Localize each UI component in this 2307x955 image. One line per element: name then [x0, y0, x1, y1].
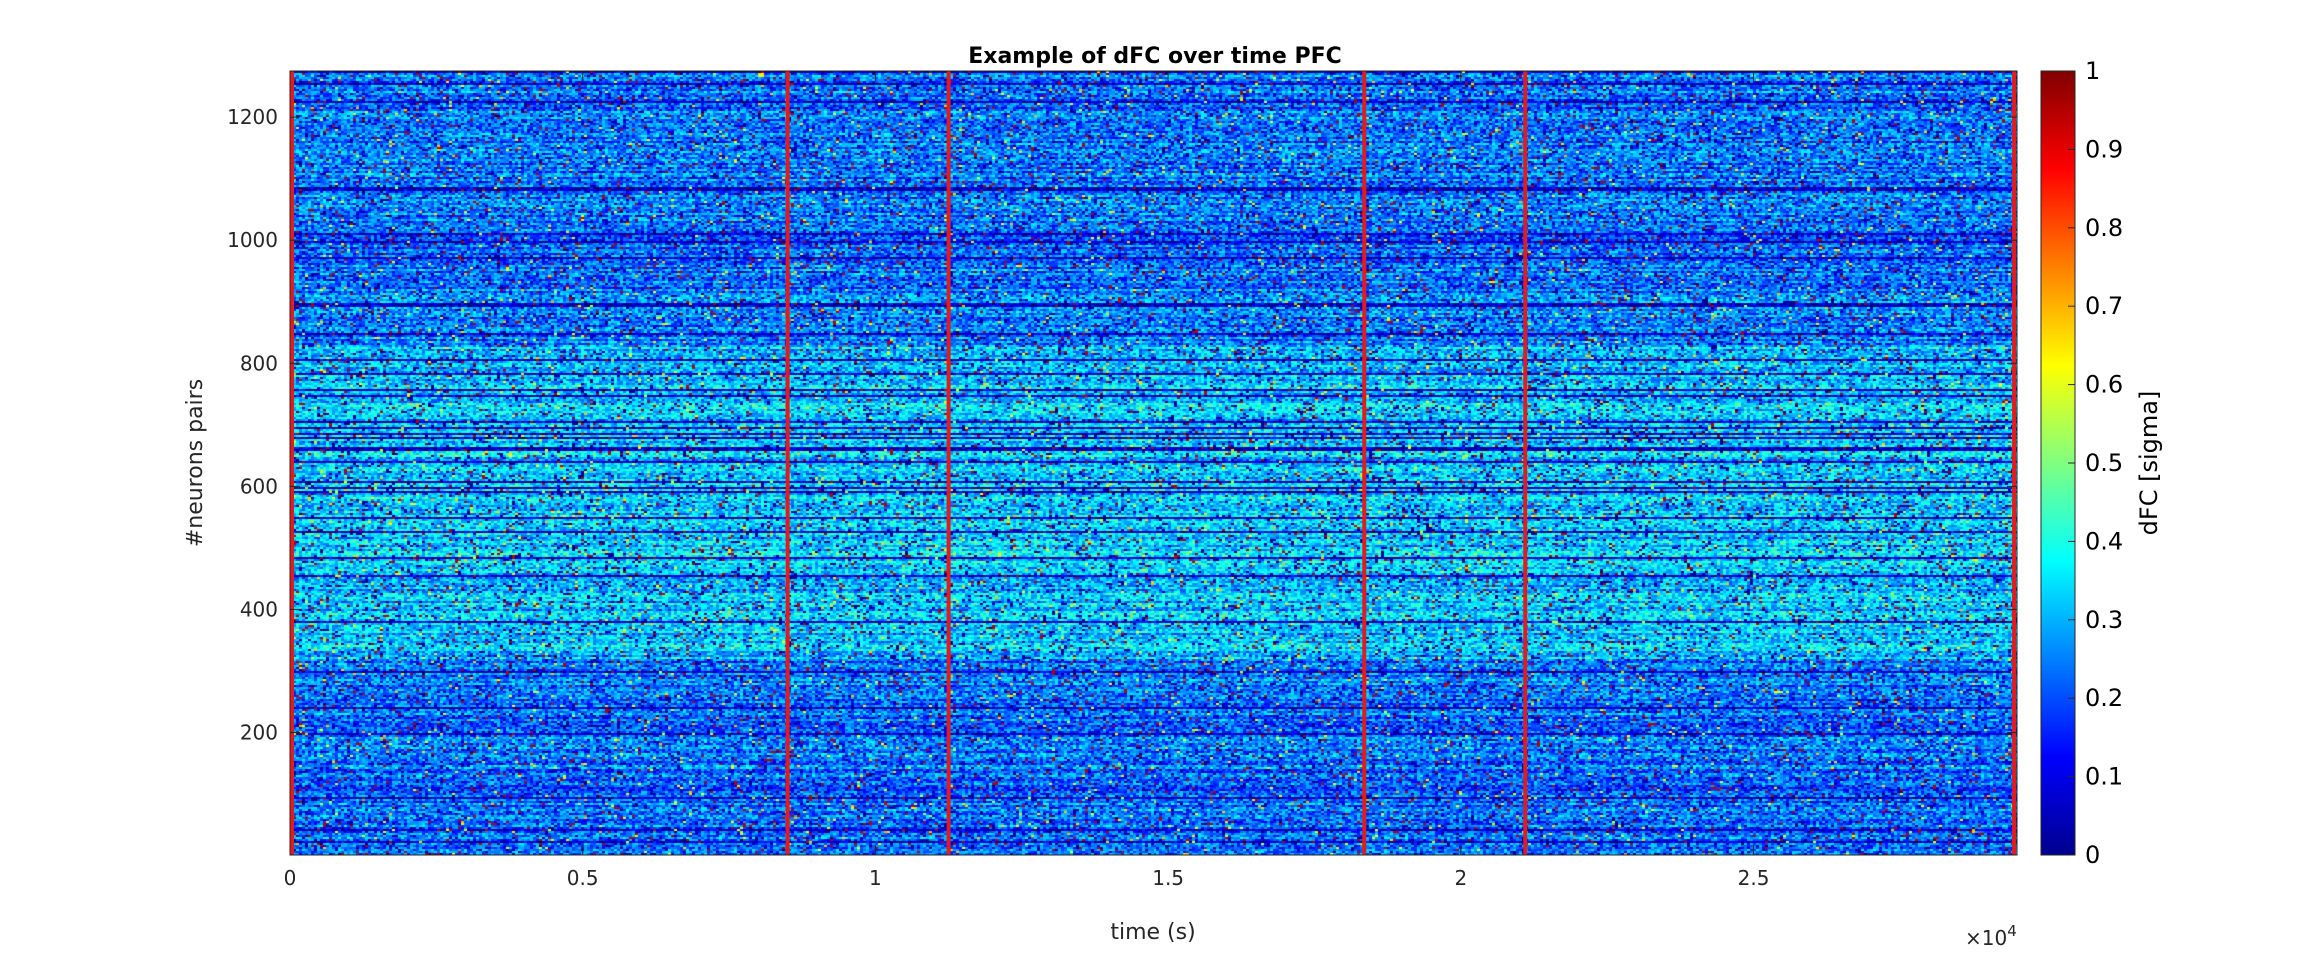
- colorbar-tick-label: 1: [2085, 57, 2100, 85]
- x-tick-label: 0: [284, 866, 297, 890]
- x-tick-label: 2: [1454, 866, 1467, 890]
- y-axis: 200 400 600 800 1000 1200: [227, 105, 2017, 745]
- x-axis-label: time (s): [1110, 920, 1195, 945]
- x-exponent-label: ×104: [1965, 922, 2017, 950]
- heatmap-image: [290, 71, 2017, 855]
- x-tick-label: 2.5: [1738, 866, 1770, 890]
- x-axis: 0 0.5 1 1.5 2 2.5: [284, 71, 1770, 890]
- x-tick-label: 0.5: [567, 866, 599, 890]
- colorbar-tick-label: 0.5: [2085, 449, 2123, 477]
- colorbar-tick-label: 0: [2085, 841, 2100, 869]
- colorbar-tick-label: 0.3: [2085, 606, 2123, 634]
- y-tick-label: 400: [240, 597, 278, 621]
- marker-lines: [290, 71, 2017, 855]
- y-tick-label: 1200: [227, 105, 278, 129]
- colorbar-label: dFC [sigma]: [2135, 391, 2163, 536]
- colorbar-tick-label: 0.1: [2085, 763, 2123, 791]
- y-axis-label: #neurons pairs: [183, 379, 208, 547]
- x-exponent-power: 4: [2007, 922, 2017, 940]
- colorbar-tick-label: 0.4: [2085, 527, 2123, 555]
- colorbar-tick-label: 0.8: [2085, 214, 2123, 242]
- plot-frame: [289, 70, 2018, 856]
- colorbar-tick-label: 0.9: [2085, 135, 2123, 163]
- y-tick-label: 800: [240, 351, 278, 375]
- y-tick-label: 200: [240, 721, 278, 745]
- x-tick-label: 1: [869, 866, 882, 890]
- y-tick-label: 1000: [227, 228, 278, 252]
- x-exponent-base: ×10: [1965, 926, 2007, 950]
- y-tick-label: 600: [240, 474, 278, 498]
- colorbar-tick-label: 0.6: [2085, 371, 2123, 399]
- x-tick-label: 1.5: [1152, 866, 1184, 890]
- colorbar-tick-label: 0.7: [2085, 292, 2123, 320]
- chart-title: Example of dFC over time PFC: [968, 44, 1342, 69]
- colorbar-tick-label: 0.2: [2085, 684, 2123, 712]
- colorbar-axis: 0 0.1 0.2 0.3 0.4 0.5 0.6 0.7 0.8 0.9 1: [2068, 57, 2123, 869]
